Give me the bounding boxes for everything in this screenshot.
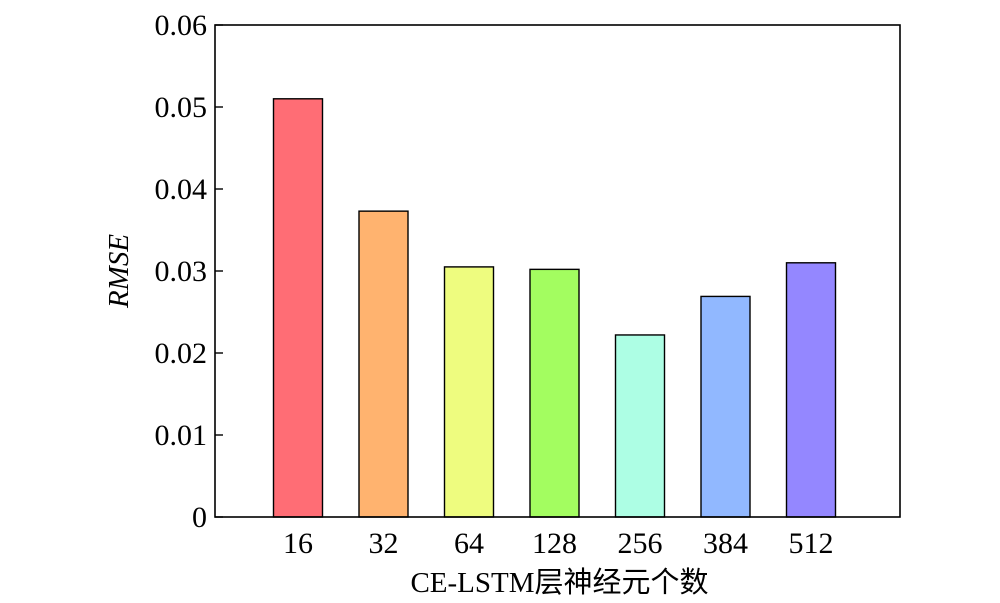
x-axis-ticks: 16 32 64 128 256 384 512 [283,527,834,560]
y-axis-title: RMSE [103,234,135,309]
x-tick-label: 64 [454,527,484,560]
y-tick-label: 0.02 [155,337,208,370]
plot-frame [214,24,901,518]
y-tick-label: 0.04 [155,173,208,206]
x-tick-label: 512 [789,527,834,560]
y-tick-label: 0.05 [155,91,208,124]
plot-area [272,98,837,518]
x-tick-label: 16 [283,527,313,560]
bar-512 [785,262,837,518]
y-tick-label: 0 [192,501,207,534]
x-axis-title: CE-LSTM层神经元个数 [410,566,708,599]
bar-64 [443,266,495,518]
bar-128 [529,268,580,518]
bar-384 [700,295,751,518]
x-tick-label: 256 [618,527,663,560]
y-tick-label: 0.03 [155,255,208,288]
y-tick-label: 0.01 [155,419,208,452]
y-tick-label: 0.06 [155,9,208,42]
bar-16 [272,98,324,518]
y-axis-ticks: 0 0.01 0.02 0.03 0.04 0.05 0.06 [155,9,223,534]
bar-32 [358,210,409,518]
bar-256 [614,334,666,518]
x-tick-label: 384 [703,527,748,560]
x-tick-label: 128 [532,527,577,560]
x-tick-label: 32 [369,527,399,560]
